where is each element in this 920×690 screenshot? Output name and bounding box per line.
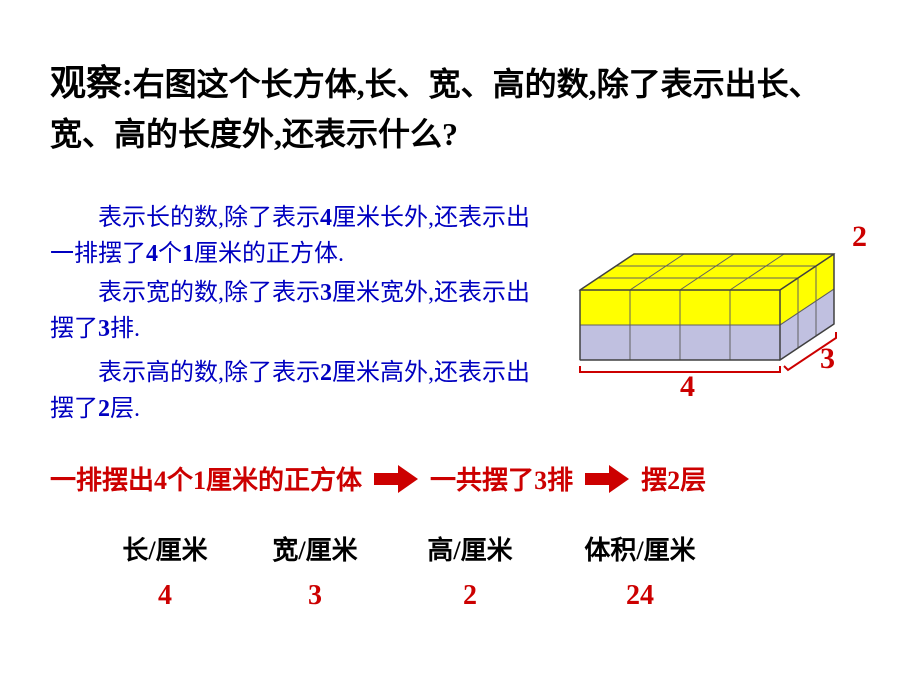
cuboid-diagram — [570, 220, 830, 360]
body-para-2: 表示宽的数,除了表示3厘米宽外,还表示出摆了3排. — [50, 275, 530, 347]
flow-step-2: 一共摆了3排 — [430, 460, 573, 497]
table-header: 体积/厘米 — [550, 530, 730, 567]
table-value: 24 — [550, 580, 730, 612]
table-value: 3 — [240, 580, 390, 612]
body-para-1: 表示长的数,除了表示4厘米长外,还表示出一排摆了4个1厘米的正方体. — [50, 200, 530, 272]
title-rest: :右图这个长方体,长、宽、高的数,除了表示出长、宽、高的长度外,还表示什么? — [50, 66, 821, 152]
table-value: 4 — [90, 580, 240, 612]
flow-step-1: 一排摆出4个1厘米的正方体 — [50, 460, 362, 497]
table-header: 宽/厘米 — [240, 530, 390, 567]
diagram-label-length: 4 — [680, 370, 695, 404]
title-lead: 观察 — [50, 63, 122, 103]
table-header: 高/厘米 — [390, 530, 550, 567]
table-header: 长/厘米 — [90, 530, 240, 567]
arrow-icon — [374, 465, 418, 493]
table-value-row: 4 3 2 24 — [90, 580, 820, 612]
table-value: 2 — [390, 580, 550, 612]
title-text: 观察:右图这个长方体,长、宽、高的数,除了表示出长、宽、高的长度外,还表示什么? — [50, 56, 870, 158]
diagram-label-height: 2 — [852, 220, 867, 254]
flow-step-3: 摆2层 — [641, 460, 706, 497]
diagram-label-width: 3 — [820, 342, 835, 376]
arrow-icon — [585, 465, 629, 493]
body-para-3: 表示高的数,除了表示2厘米高外,还表示出摆了2层. — [50, 355, 530, 427]
table-header-row: 长/厘米 宽/厘米 高/厘米 体积/厘米 — [90, 530, 820, 567]
flow-row: 一排摆出4个1厘米的正方体 一共摆了3排 摆2层 — [50, 460, 870, 497]
